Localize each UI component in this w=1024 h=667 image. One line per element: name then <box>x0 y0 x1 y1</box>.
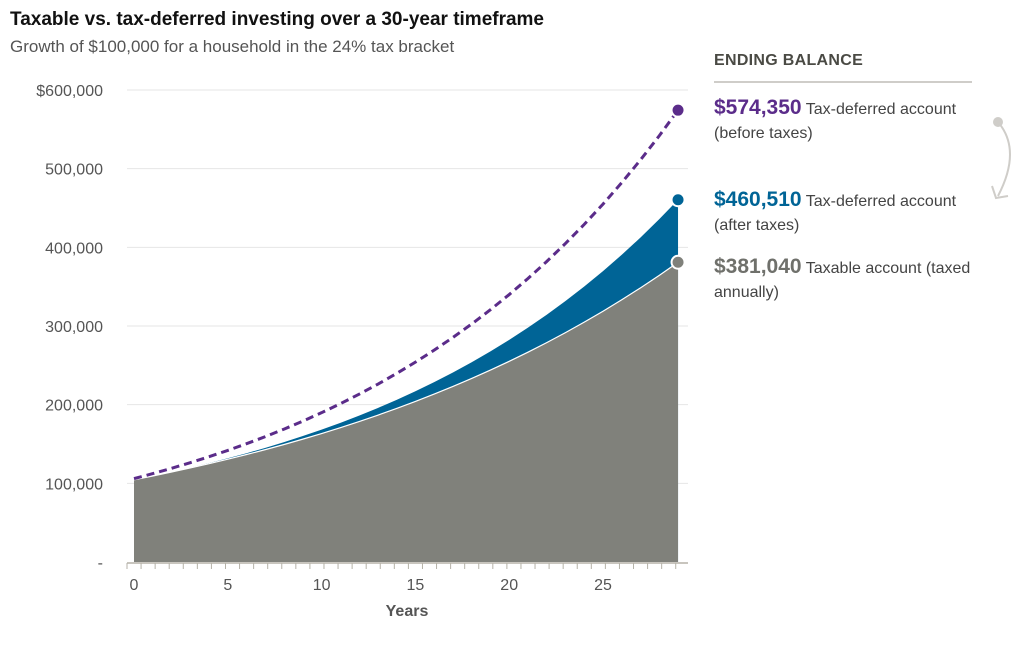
taxable-line <box>133 261 679 481</box>
x-tick-label: 10 <box>313 577 331 594</box>
ending-balance-panel: ENDING BALANCE $574,350 Tax-deferred acc… <box>714 52 972 301</box>
x-tick-label: 20 <box>500 577 518 594</box>
x-tick-label: 0 <box>130 577 139 594</box>
chart: - 100,000 200,000 300,000 400,000 500,000 $600… <box>36 83 688 620</box>
chart-subtitle: Growth of $100,000 for a household in th… <box>10 37 455 56</box>
curved-arrow-down-icon <box>991 117 1011 200</box>
y-tick-label: 400,000 <box>45 240 103 257</box>
pretax-end-point <box>670 102 686 118</box>
ending-balance-heading: ENDING BALANCE <box>714 52 972 83</box>
entry-pretax: $574,350 Tax-deferred account (before ta… <box>714 96 974 146</box>
y-tick-label: 500,000 <box>45 162 103 179</box>
x-axis-label: Years <box>386 603 429 620</box>
entry-taxable: $381,040 Taxable account (taxed annually… <box>714 255 974 305</box>
y-tick-label: 100,000 <box>45 476 103 493</box>
chart-title: Taxable vs. tax-deferred investing over … <box>10 9 545 30</box>
y-tick-label: 200,000 <box>45 398 103 415</box>
x-tick-label: 25 <box>594 577 612 594</box>
entry-value: $460,510 <box>714 188 802 211</box>
taxable-area <box>134 262 679 562</box>
entry-label: Taxable account (taxed annually) <box>714 260 971 301</box>
entry-aftertax: $460,510 Tax-deferred account (after tax… <box>714 188 964 238</box>
entry-value: $381,040 <box>714 255 802 278</box>
entry-label: Tax-deferred account (before taxes) <box>714 101 957 142</box>
x-tick-label: 15 <box>407 577 425 594</box>
x-tick-label: 5 <box>223 577 232 594</box>
entry-value: $574,350 <box>714 96 802 119</box>
y-tick-label: - <box>98 555 103 572</box>
entry-label: Tax-deferred account (after taxes) <box>714 193 957 234</box>
y-tick-label: 300,000 <box>45 319 103 336</box>
y-tick-label: $600,000 <box>36 83 103 100</box>
taxable-end-point <box>670 254 686 270</box>
aftertax-end-point <box>670 192 686 208</box>
pretax-dashed-line <box>133 109 680 481</box>
